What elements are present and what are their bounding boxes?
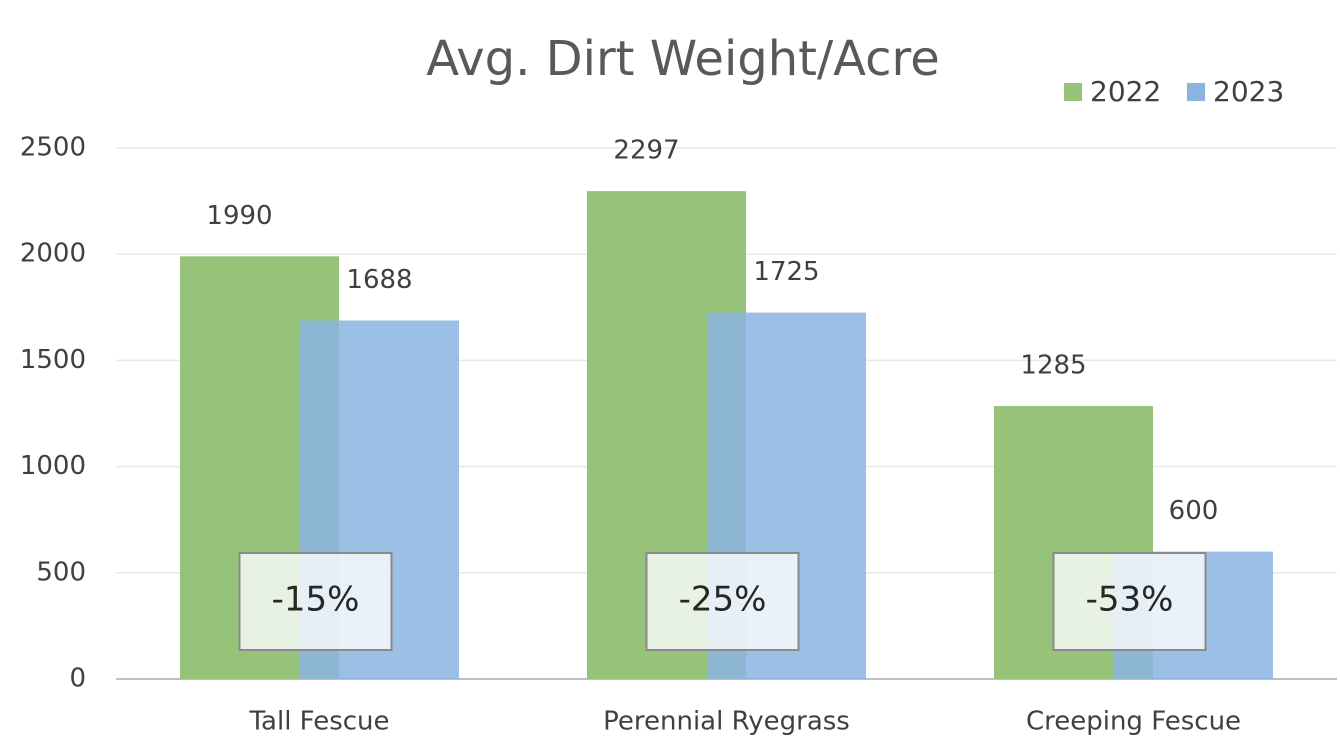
y-tick-label: 500 — [36, 557, 86, 587]
y-tick-label: 2000 — [20, 239, 86, 269]
y-tick-label: 1000 — [20, 451, 86, 481]
data-label: 1688 — [346, 265, 412, 295]
data-label: 600 — [1169, 496, 1219, 526]
annotation: -53% — [1086, 580, 1174, 620]
y-tick-label: 2500 — [20, 133, 86, 163]
annotation-box — [238, 552, 393, 651]
annotation: -25% — [679, 580, 767, 620]
legend-label: 2023 — [1213, 75, 1284, 108]
annotation-box — [645, 552, 800, 651]
data-label: 1285 — [1020, 351, 1086, 381]
data-label: 2297 — [613, 136, 679, 166]
annotation: -15% — [272, 580, 360, 620]
legend-swatch — [1187, 83, 1205, 101]
x-tick-label: Perennial Ryegrass — [603, 707, 850, 737]
data-label: 1990 — [206, 201, 272, 231]
data-label: 1725 — [753, 257, 819, 287]
annotation-box — [1052, 552, 1207, 651]
legend-swatch — [1064, 83, 1082, 101]
y-tick-label: 0 — [69, 664, 86, 694]
chart-title: Avg. Dirt Weight/Acre — [426, 31, 940, 87]
legend-label: 2022 — [1090, 75, 1161, 108]
x-tick-label: Tall Fescue — [248, 707, 389, 737]
y-tick-label: 1500 — [20, 345, 86, 375]
x-tick-label: Creeping Fescue — [1026, 707, 1241, 737]
